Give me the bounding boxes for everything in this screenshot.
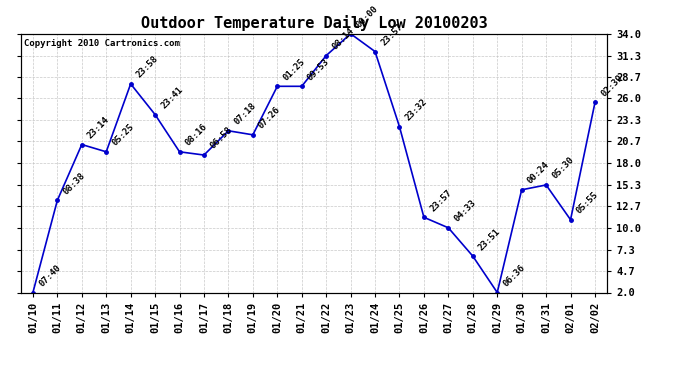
Text: 01:25: 01:25	[282, 57, 307, 82]
Title: Outdoor Temperature Daily Low 20100203: Outdoor Temperature Daily Low 20100203	[141, 15, 487, 31]
Text: 04:33: 04:33	[453, 198, 478, 223]
Text: 23:14: 23:14	[86, 115, 111, 140]
Text: 05:30: 05:30	[550, 155, 575, 181]
Text: 07:26: 07:26	[257, 105, 282, 130]
Text: 23:51: 23:51	[477, 226, 502, 252]
Text: 02:39: 02:39	[599, 73, 624, 98]
Text: 23:57: 23:57	[428, 188, 453, 213]
Text: 08:14: 08:14	[331, 26, 356, 51]
Text: 08:38: 08:38	[61, 171, 87, 196]
Text: 06:58: 06:58	[208, 126, 233, 151]
Text: Copyright 2010 Cartronics.com: Copyright 2010 Cartronics.com	[23, 39, 179, 48]
Text: 05:55: 05:55	[575, 190, 600, 216]
Text: 07:40: 07:40	[37, 263, 63, 288]
Text: 07:18: 07:18	[233, 101, 258, 127]
Text: 23:32: 23:32	[404, 97, 429, 123]
Text: 23:41: 23:41	[159, 85, 185, 111]
Text: 00:00: 00:00	[355, 4, 380, 30]
Text: 08:16: 08:16	[184, 122, 209, 148]
Text: 00:24: 00:24	[526, 160, 551, 186]
Text: 23:58: 23:58	[135, 54, 160, 80]
Text: 06:36: 06:36	[502, 263, 526, 288]
Text: 23:57: 23:57	[380, 22, 404, 47]
Text: 05:25: 05:25	[110, 122, 136, 148]
Text: 09:53: 09:53	[306, 57, 331, 82]
